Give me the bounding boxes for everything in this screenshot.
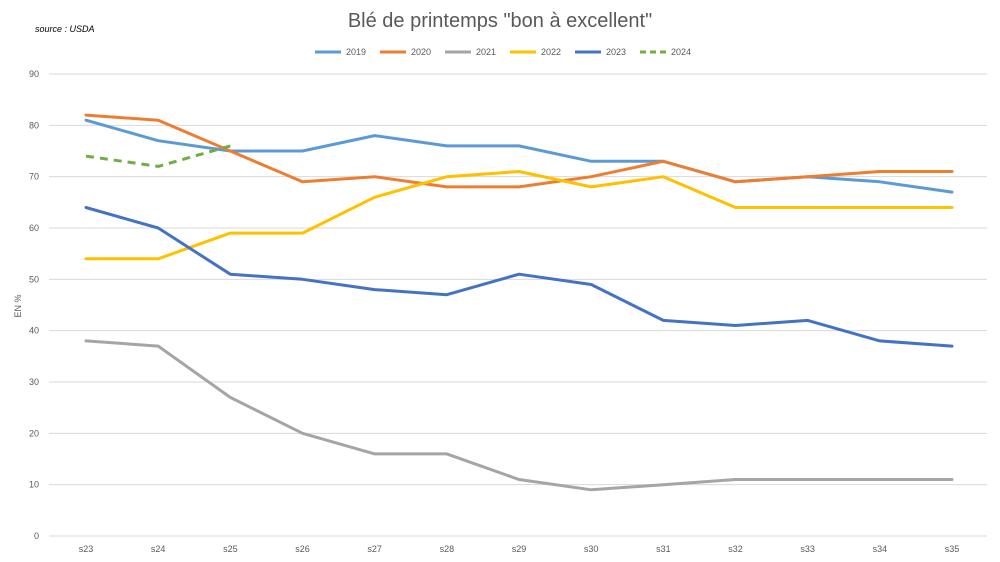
series-line-2024 — [85, 144, 231, 168]
x-tick-label: s34 — [873, 544, 888, 554]
legend-label-2021: 2021 — [476, 47, 496, 57]
x-tick-label: s25 — [223, 544, 238, 554]
y-tick-label: 20 — [29, 428, 39, 438]
x-axis-ticks: s23 s24 s25 s26 s27 s28 s29 s30 s31 s32 s33 s34 s35 — [79, 544, 960, 554]
series-lines — [84, 113, 954, 492]
chart-title: Blé de printemps "bon à excellent" — [348, 10, 652, 32]
y-tick-label: 90 — [29, 69, 39, 79]
legend-label-2022: 2022 — [541, 47, 561, 57]
y-tick-label: 10 — [29, 480, 39, 490]
x-tick-label: s28 — [440, 544, 455, 554]
y-tick-label: 50 — [29, 274, 39, 284]
series-line-2019 — [84, 118, 954, 194]
series-line-2021 — [84, 339, 954, 492]
x-tick-label: s29 — [512, 544, 527, 554]
y-tick-label: 30 — [29, 377, 39, 387]
gridlines — [49, 73, 987, 537]
y-tick-label: 70 — [29, 172, 39, 182]
x-tick-label: s23 — [79, 544, 94, 554]
y-axis-ticks: 0 10 20 30 40 50 60 70 80 90 — [29, 69, 39, 541]
x-tick-label: s26 — [295, 544, 310, 554]
series-line-2023 — [84, 206, 954, 348]
x-tick-label: s35 — [945, 544, 960, 554]
x-tick-label: s30 — [584, 544, 599, 554]
chart-source: source : USDA — [35, 24, 95, 34]
x-tick-label: s33 — [800, 544, 815, 554]
legend: 2019 2020 2021 2022 2023 2024 — [315, 47, 691, 57]
y-tick-label: 40 — [29, 326, 39, 336]
y-tick-label: 80 — [29, 120, 39, 130]
legend-label-2024: 2024 — [671, 47, 691, 57]
x-tick-label: s27 — [367, 544, 382, 554]
legend-label-2019: 2019 — [346, 47, 366, 57]
legend-label-2020: 2020 — [411, 47, 431, 57]
x-tick-label: s24 — [151, 544, 166, 554]
legend-label-2023: 2023 — [606, 47, 626, 57]
y-axis-label: EN % — [13, 294, 23, 317]
series-line-2020 — [84, 113, 954, 189]
y-tick-label: 60 — [29, 223, 39, 233]
x-tick-label: s31 — [656, 544, 671, 554]
series-line-2022 — [84, 170, 954, 261]
y-tick-label: 0 — [34, 531, 39, 541]
x-tick-label: s32 — [728, 544, 743, 554]
